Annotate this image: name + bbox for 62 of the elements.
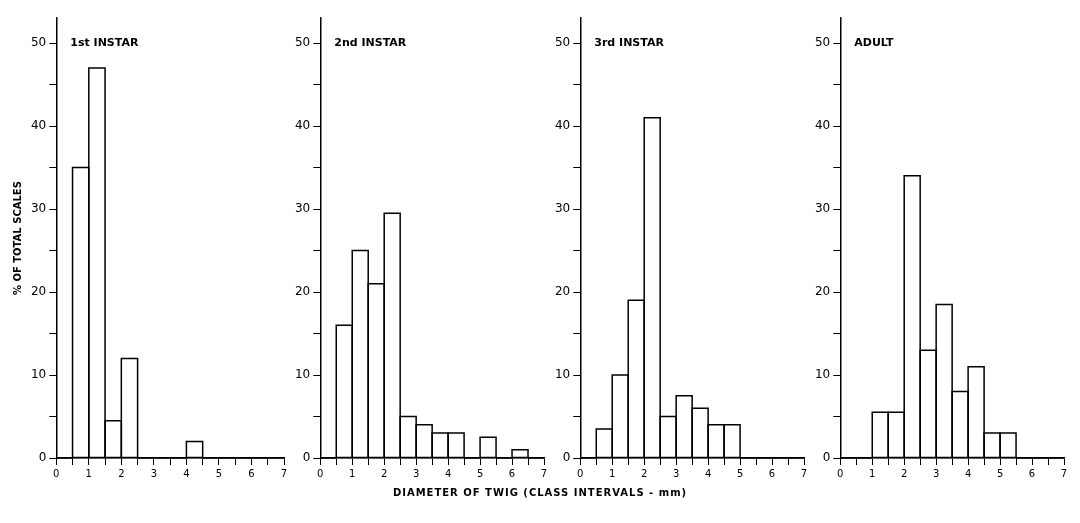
text: 2nd INSTAR <box>334 35 407 49</box>
y-tick-label: 20 <box>294 284 311 299</box>
y-tick-label: 10 <box>814 367 831 382</box>
x-tick-label: 2 <box>118 467 125 479</box>
y-tick-label: 0 <box>822 450 831 465</box>
x-tick-label: 0 <box>317 467 324 479</box>
text: ADULT <box>854 35 895 49</box>
x-tick-label: 2 <box>901 467 908 479</box>
y-tick-label: 50 <box>30 35 47 50</box>
y-tick-label: 0 <box>302 450 311 465</box>
y-tick-label: 30 <box>814 201 831 216</box>
x-tick-label: 1 <box>609 467 616 479</box>
y-tick-label: 0 <box>562 450 571 465</box>
y-tick-label: 20 <box>30 284 47 299</box>
x-tick-label: 5 <box>736 467 744 479</box>
y-tick-label: 20 <box>554 284 571 299</box>
y-tick-label: 30 <box>30 201 47 216</box>
x-tick-label: 1 <box>349 467 356 479</box>
x-tick-label: 7 <box>800 467 808 479</box>
x-tick-label: 5 <box>996 467 1004 479</box>
x-tick-label: 6 <box>248 467 255 479</box>
x-tick-label: 7 <box>540 467 548 479</box>
x-tick-label: 5 <box>215 467 223 479</box>
x-axis-title: DIAMETER OF TWIG (CLASS INTERVALS - mm) <box>391 487 689 498</box>
x-tick-label: 4 <box>444 467 452 479</box>
x-tick-label: 6 <box>1028 467 1036 479</box>
x-tick-label: 2 <box>641 467 648 479</box>
x-tick-label: 3 <box>150 467 158 479</box>
y-tick-label: 40 <box>294 118 311 133</box>
x-tick-label: 2 <box>381 467 388 479</box>
y-tick-label: 10 <box>30 367 47 382</box>
y-tick-label: 0 <box>38 450 47 465</box>
x-tick-label: 5 <box>476 467 484 479</box>
x-tick-label: 4 <box>704 467 712 479</box>
y-tick-label: 10 <box>554 367 571 382</box>
y-tick-label: 10 <box>294 367 311 382</box>
x-tick-label: 0 <box>53 467 60 479</box>
text: 3rd INSTAR <box>594 35 665 49</box>
x-tick-label: 3 <box>412 467 420 479</box>
x-tick-label: 4 <box>183 467 190 479</box>
x-tick-label: 6 <box>768 467 776 479</box>
x-tick-label: 1 <box>869 467 876 479</box>
x-tick-label: 7 <box>1060 467 1068 479</box>
y-tick-label: 40 <box>814 118 831 133</box>
x-tick-label: 1 <box>85 467 92 479</box>
x-tick-label: 4 <box>964 467 972 479</box>
y-axis-title: % OF TOTAL SCALES <box>11 181 23 296</box>
y-tick-label: 50 <box>554 35 571 50</box>
x-tick-label: 3 <box>932 467 940 479</box>
y-tick-label: 30 <box>294 201 311 216</box>
y-tick-label: 40 <box>30 118 47 133</box>
text: 1st INSTAR <box>70 35 139 49</box>
y-tick-label: 50 <box>294 35 311 50</box>
x-tick-label: 3 <box>672 467 680 479</box>
y-tick-label: 40 <box>554 118 571 133</box>
y-tick-label: 50 <box>814 35 831 50</box>
y-tick-label: 30 <box>554 201 571 216</box>
x-tick-label: 7 <box>280 467 288 479</box>
x-tick-label: 0 <box>837 467 844 479</box>
x-tick-label: 6 <box>508 467 516 479</box>
y-tick-label: 20 <box>814 284 831 299</box>
x-tick-label: 0 <box>577 467 584 479</box>
